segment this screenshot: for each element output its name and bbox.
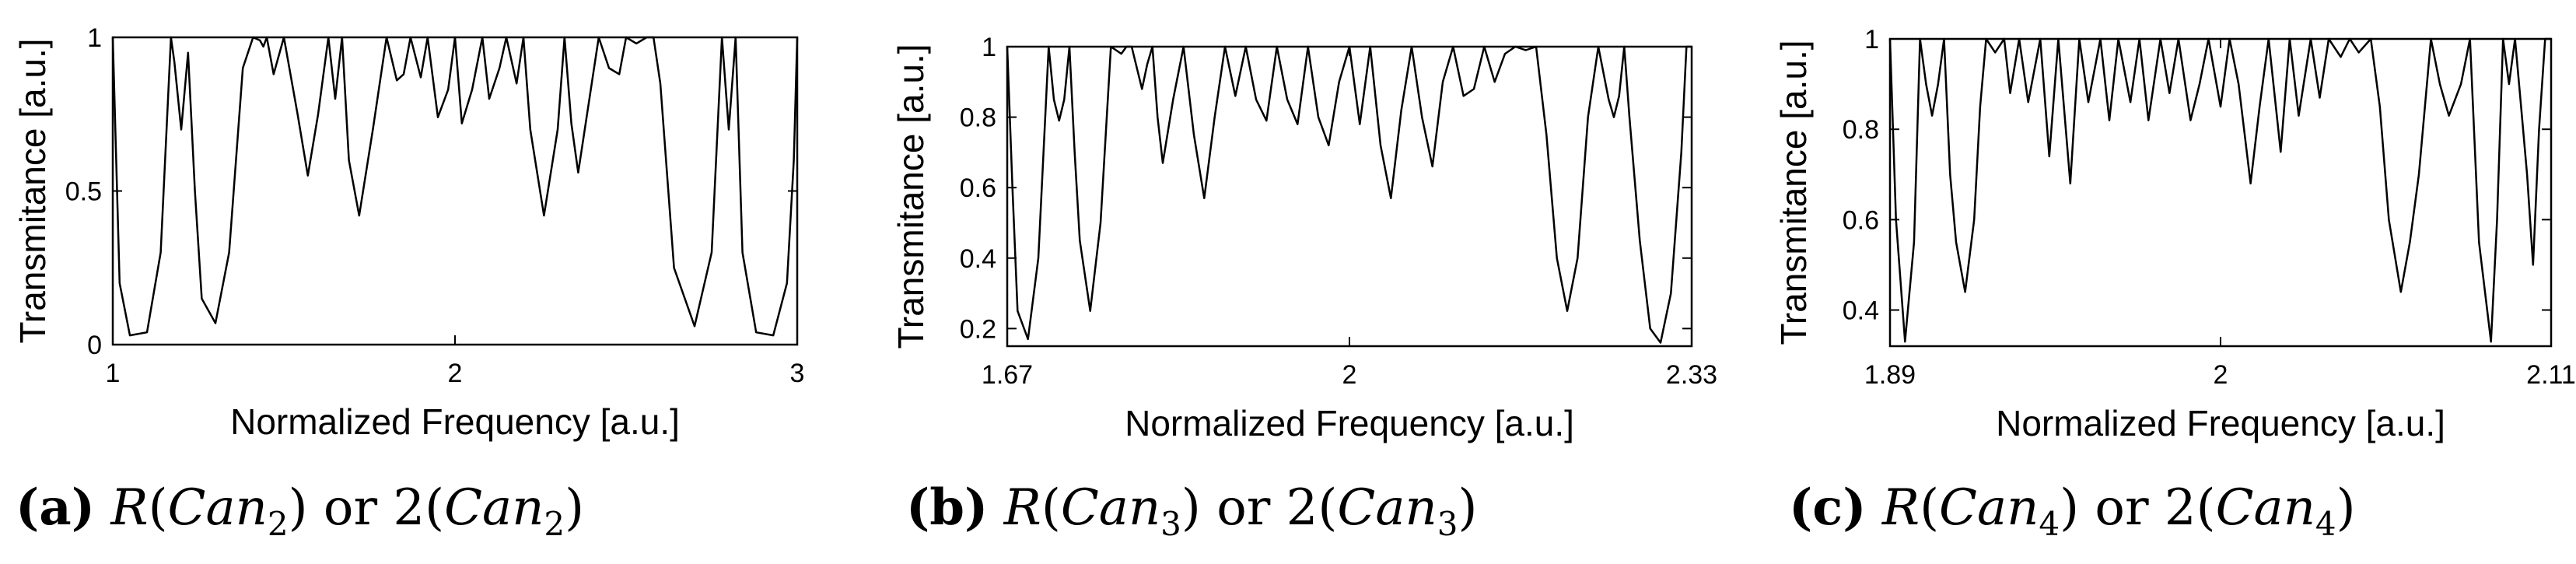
y-tick-label: 0.4	[1843, 296, 1879, 326]
plot-frame	[1888, 37, 2553, 348]
caption-close-2: )	[2336, 479, 2356, 537]
x-axis-label: Normalized Frequency [a.u.]	[1125, 403, 1574, 443]
caption-sub-2: 2	[544, 505, 565, 543]
series-line-0	[1888, 37, 2551, 343]
y-axis-label: Transmitance [a.u.]	[1773, 40, 1814, 345]
caption-base-2: Can	[444, 479, 544, 537]
caption-close: )	[288, 479, 308, 537]
caption-close-2: )	[1458, 479, 1478, 537]
y-tick-label: 1	[87, 23, 102, 53]
x-tick-label: 3	[790, 359, 805, 388]
caption-or: or	[323, 479, 378, 537]
caption-sub: 3	[1160, 505, 1181, 543]
caption-func: R	[1881, 479, 1920, 537]
caption-num: 2	[2164, 479, 2196, 537]
chart-panel-b: 1.67 2 2.33 0.2 0.4 0.6 0.8 1 Normalized Frequen…	[875, 0, 1734, 564]
caption-num: 2	[1286, 479, 1318, 537]
x-tick-label: 2.11	[2526, 360, 2576, 390]
caption-letter: (a)	[16, 478, 96, 537]
caption-sub-2: 3	[1437, 505, 1458, 543]
caption-base-2: Can	[2215, 479, 2315, 537]
caption-func: R	[1003, 479, 1041, 537]
y-tick-label: 0.6	[960, 173, 996, 203]
x-tick-label: 2.33	[1666, 360, 1717, 390]
caption-open: (	[148, 479, 168, 537]
caption-or: or	[1216, 479, 1271, 537]
caption-open: (	[1041, 479, 1061, 537]
series-line-0	[111, 36, 799, 337]
caption-num: 2	[393, 479, 425, 537]
x-tick-label: 2	[1342, 360, 1357, 390]
caption-base: Can	[1060, 479, 1161, 537]
y-tick-label: 1	[1864, 25, 1879, 54]
plot-frame	[1006, 45, 1693, 348]
chart-c: 1.89 2 2.11 0.4 0.6 0.8 1 Normalized Frequency …	[1773, 25, 2576, 443]
chart-b: 1.67 2 2.33 0.2 0.4 0.6 0.8 1 Normalized Frequen…	[891, 33, 1717, 443]
caption-sub: 4	[2039, 505, 2060, 543]
x-tick-label: 2	[448, 359, 463, 388]
caption-sub: 2	[267, 505, 289, 543]
series-line-0	[1006, 45, 1692, 344]
y-axis-label: Transmitance [a.u.]	[891, 44, 931, 349]
y-tick-label: 0.2	[960, 314, 996, 344]
y-axis-label: Transmitance [a.u.]	[12, 38, 53, 343]
caption-a: (a) R(Can2) or 2(Can2)	[16, 478, 585, 541]
caption-c: (c) R(Can4) or 2(Can4)	[1789, 478, 2356, 541]
x-axis-label: Normalized Frequency [a.u.]	[1996, 403, 2445, 443]
caption-letter: (c)	[1789, 478, 1867, 537]
y-tick-label: 0.4	[960, 244, 996, 274]
caption-letter: (b)	[906, 478, 989, 537]
caption-open: (	[1920, 479, 1940, 537]
caption-base: Can	[1939, 479, 2039, 537]
caption-open-2: (	[425, 479, 445, 537]
caption-open-2: (	[1318, 479, 1338, 537]
y-tick-label: 0.8	[1843, 115, 1879, 145]
x-tick-label: 1	[106, 359, 121, 388]
chart-panel-a: 1 2 3 0 0.5 1 Normalized Frequency [a.u.] Trans…	[0, 0, 859, 564]
chart-panel-c: 1.89 2 2.11 0.4 0.6 0.8 1 Normalized Frequency …	[1758, 0, 2576, 564]
y-tick-label: 0	[87, 331, 102, 360]
chart-a: 1 2 3 0 0.5 1 Normalized Frequency [a.u.] Trans…	[12, 23, 805, 442]
caption-base: Can	[167, 479, 268, 537]
caption-or: or	[2095, 479, 2149, 537]
caption-sub-2: 4	[2315, 505, 2336, 543]
y-tick-label: 1	[982, 33, 996, 62]
x-tick-label: 1.67	[982, 360, 1033, 390]
caption-close-2: )	[565, 479, 585, 537]
plot-frame	[111, 36, 799, 346]
x-axis-label: Normalized Frequency [a.u.]	[230, 401, 680, 442]
caption-close: )	[2060, 479, 2080, 537]
caption-open-2: (	[2196, 479, 2216, 537]
y-tick-label: 0.8	[960, 103, 996, 133]
y-tick-label: 0.5	[65, 177, 102, 207]
caption-b: (b) R(Can3) or 2(Can3)	[906, 478, 1478, 541]
x-tick-label: 1.89	[1864, 360, 1916, 390]
caption-close: )	[1181, 479, 1201, 537]
x-tick-label: 2	[2214, 360, 2228, 390]
caption-base-2: Can	[1337, 479, 1437, 537]
caption-func: R	[110, 479, 149, 537]
y-tick-label: 0.6	[1843, 205, 1879, 235]
